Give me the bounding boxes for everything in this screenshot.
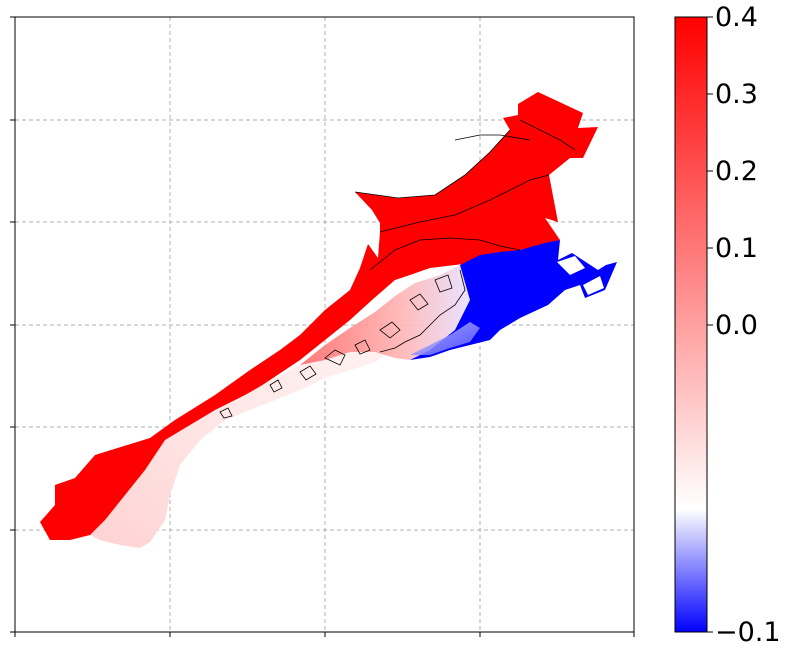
colorbar-gradient [674,16,708,633]
contour-7 [324,349,346,366]
contour-5 [454,134,531,141]
colorbar: 0.4 0.3 0.2 0.1 0.0 −0.1 [674,2,781,648]
map [40,92,617,548]
contour-1 [354,129,511,199]
axis-ticks [10,16,635,637]
contour-4 [519,119,576,151]
colorbar-tick-label-4: 0.0 [715,310,758,341]
contour-2 [379,174,550,233]
contour-13 [354,339,371,355]
colorbar-tick-label-1: 0.3 [715,79,758,110]
colorbar-tick-label-3: 0.1 [715,233,758,264]
contour-lines [219,119,576,419]
contour-14 [219,407,233,419]
colorbar-ticks: 0.4 0.3 0.2 0.1 0.0 −0.1 [707,2,781,648]
contour-9 [269,379,283,393]
contour-10 [379,321,401,339]
inlet-gap-2 [583,276,604,295]
contour-11 [409,293,429,311]
region-central-transition [300,265,470,365]
inlet-gap-1 [557,256,585,275]
inlet-transition-edge [410,322,480,355]
contour-8 [299,365,317,381]
contour-6 [379,269,466,353]
colorbar-tick-label-2: 0.2 [715,156,758,187]
colorbar-tick-label-0: 0.4 [715,2,758,33]
region-south-coastal-strip [90,336,395,548]
contour-12 [434,274,453,293]
contour-3 [369,237,521,271]
colorbar-tick-label-5: −0.1 [715,617,781,648]
